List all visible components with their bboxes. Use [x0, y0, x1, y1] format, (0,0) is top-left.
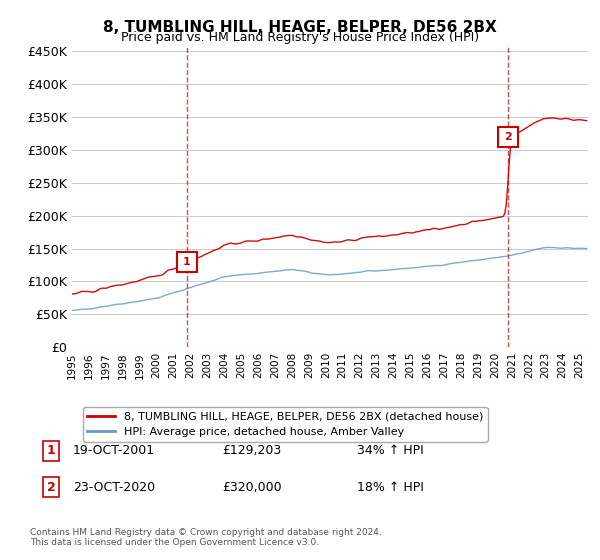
Text: 1: 1 — [47, 444, 55, 458]
Text: 2: 2 — [505, 132, 512, 142]
Text: Contains HM Land Registry data © Crown copyright and database right 2024.
This d: Contains HM Land Registry data © Crown c… — [30, 528, 382, 547]
Text: Price paid vs. HM Land Registry's House Price Index (HPI): Price paid vs. HM Land Registry's House … — [121, 31, 479, 44]
Text: 1: 1 — [183, 257, 191, 267]
Legend: 8, TUMBLING HILL, HEAGE, BELPER, DE56 2BX (detached house), HPI: Average price, : 8, TUMBLING HILL, HEAGE, BELPER, DE56 2B… — [83, 407, 488, 442]
Text: 19-OCT-2001: 19-OCT-2001 — [73, 444, 155, 458]
Text: 34% ↑ HPI: 34% ↑ HPI — [356, 444, 424, 458]
Text: £320,000: £320,000 — [222, 480, 282, 494]
Text: 2: 2 — [47, 480, 55, 494]
Text: 8, TUMBLING HILL, HEAGE, BELPER, DE56 2BX: 8, TUMBLING HILL, HEAGE, BELPER, DE56 2B… — [103, 20, 497, 35]
Text: 23-OCT-2020: 23-OCT-2020 — [73, 480, 155, 494]
Text: 18% ↑ HPI: 18% ↑ HPI — [356, 480, 424, 494]
Text: £129,203: £129,203 — [223, 444, 281, 458]
